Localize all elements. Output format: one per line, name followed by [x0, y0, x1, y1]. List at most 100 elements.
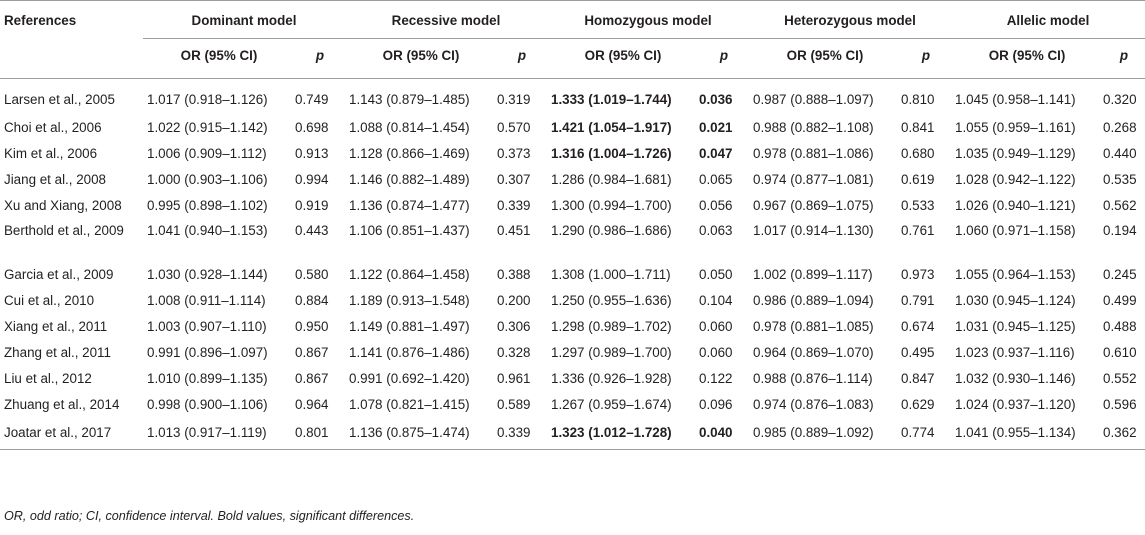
p-value-cell: 0.791	[901, 292, 935, 308]
or-ci-header: OR (95% CI)	[143, 38, 291, 79]
p-value-cell: 0.245	[1103, 266, 1137, 282]
or-ci-cell: 1.055 (0.959–1.161)	[955, 119, 1076, 135]
p-value-cell: 0.913	[295, 145, 329, 161]
or-ci-cell: 1.267 (0.959–1.674)	[551, 396, 672, 412]
reference-cell: Liu et al., 2012	[4, 370, 92, 386]
or-ci-cell: 1.106 (0.851–1.437)	[349, 222, 470, 238]
reference-cell: Kim et al., 2006	[4, 145, 98, 161]
or-ci-cell: 1.189 (0.913–1.548)	[349, 292, 470, 308]
or-ci-cell: 1.028 (0.942–1.122)	[955, 171, 1076, 187]
or-ci-cell: 1.128 (0.866–1.469)	[349, 145, 470, 161]
p-value-cell: 0.060	[699, 318, 733, 334]
or-ci-cell: 1.421 (1.054–1.917)	[551, 119, 672, 135]
or-ci-cell: 0.978 (0.881–1.086)	[753, 145, 874, 161]
reference-cell: Berthold et al., 2009	[4, 222, 124, 238]
or-ci-cell: 0.974 (0.876–1.083)	[753, 396, 874, 412]
table-row: Larsen et al., 2005 1.017 (0.918–1.126) 0.…	[0, 79, 1145, 115]
or-ci-cell: 1.017 (0.914–1.130)	[753, 222, 874, 238]
p-value-cell: 0.596	[1103, 396, 1137, 412]
reference-cell: Cui et al., 2010	[4, 292, 95, 308]
p-value-cell: 0.036	[699, 92, 733, 107]
or-ci-cell: 0.974 (0.877–1.081)	[753, 171, 874, 187]
references-header: References	[4, 13, 77, 28]
p-value-cell: 0.495	[901, 344, 935, 360]
table-row: Kim et al., 2006 1.006 (0.909–1.112) 0.913…	[0, 141, 1145, 167]
or-ci-cell: 0.988 (0.876–1.114)	[753, 370, 873, 386]
p-value-cell: 0.488	[1103, 318, 1137, 334]
reference-cell: Xu and Xiang, 2008	[4, 197, 122, 213]
model-header: Allelic model	[1006, 13, 1090, 28]
or-ci-cell: 1.078 (0.821–1.415)	[349, 396, 470, 412]
p-value-cell: 0.306	[497, 318, 531, 334]
or-ci-cell: 0.998 (0.900–1.106)	[147, 396, 268, 412]
p-value-cell: 0.339	[497, 197, 531, 213]
table-row: Joatar et al., 2017 1.013 (0.917–1.119) 0.…	[0, 418, 1145, 450]
p-value-cell: 0.096	[699, 396, 733, 412]
p-value-cell: 0.841	[901, 119, 935, 135]
p-value-cell: 0.867	[295, 344, 329, 360]
or-ci-cell: 0.978 (0.881–1.085)	[753, 318, 874, 334]
p-value-cell: 0.056	[699, 197, 733, 213]
or-ci-cell: 0.991 (0.692–1.420)	[349, 370, 470, 386]
or-ci-cell: 1.060 (0.971–1.158)	[955, 222, 1076, 238]
reference-cell: Xiang et al., 2011	[4, 318, 108, 334]
or-ci-cell: 0.967 (0.869–1.075)	[753, 197, 874, 213]
p-value-cell: 0.994	[295, 171, 329, 187]
p-value-cell: 0.268	[1103, 119, 1137, 135]
p-value-cell: 0.810	[901, 92, 935, 107]
p-value-cell: 0.021	[699, 119, 733, 135]
or-ci-cell: 0.964 (0.869–1.070)	[753, 344, 874, 360]
or-ci-cell: 1.032 (0.930–1.146)	[955, 370, 1076, 386]
table-row: Zhang et al., 2011 0.991 (0.896–1.097) 0.8…	[0, 340, 1145, 366]
p-value-header: p	[1099, 38, 1145, 79]
or-ci-cell: 0.987 (0.888–1.097)	[753, 92, 874, 107]
or-ci-cell: 1.002 (0.899–1.117)	[753, 266, 873, 282]
table-header: References Dominant model Recessive model…	[0, 0, 1145, 79]
table-footnote: OR, odd ratio; CI, confidence interval. …	[4, 509, 415, 523]
p-value-cell: 0.552	[1103, 370, 1137, 386]
table-row: Xiang et al., 2011 1.003 (0.907–1.110) 0.9…	[0, 314, 1145, 340]
or-ci-cell: 0.988 (0.882–1.108)	[753, 119, 874, 135]
p-value-cell: 0.533	[901, 197, 935, 213]
p-value-cell: 0.194	[1103, 222, 1137, 238]
or-ci-cell: 1.023 (0.937–1.116)	[955, 344, 1075, 360]
or-ci-cell: 1.041 (0.940–1.153)	[147, 222, 268, 238]
or-ci-cell: 1.298 (0.989–1.702)	[551, 318, 672, 334]
or-ci-cell: 1.035 (0.949–1.129)	[955, 145, 1076, 161]
p-value-cell: 0.961	[497, 370, 531, 386]
or-ci-cell: 1.323 (1.012–1.728)	[551, 424, 672, 440]
p-value-cell: 0.122	[699, 370, 733, 386]
references-header-spacer	[0, 39, 143, 79]
p-value-cell: 0.063	[699, 222, 733, 238]
or-ci-cell: 1.286 (0.984–1.681)	[551, 171, 672, 187]
or-ci-cell: 1.045 (0.958–1.141)	[955, 92, 1076, 107]
reference-cell: Zhuang et al., 2014	[4, 396, 120, 412]
p-value-cell: 0.339	[497, 424, 531, 440]
table-body: Larsen et al., 2005 1.017 (0.918–1.126) 0.…	[0, 79, 1145, 450]
results-table: References Dominant model Recessive model…	[0, 0, 1145, 450]
or-ci-cell: 0.991 (0.896–1.097)	[147, 344, 268, 360]
table-row: Liu et al., 2012 1.010 (0.899–1.135) 0.867…	[0, 366, 1145, 392]
p-value-cell: 0.680	[901, 145, 935, 161]
p-value-cell: 0.674	[901, 318, 935, 334]
p-value-cell: 0.619	[901, 171, 935, 187]
p-value-cell: 0.040	[699, 424, 733, 440]
or-ci-cell: 1.006 (0.909–1.112)	[147, 145, 267, 161]
or-ci-cell: 1.010 (0.899–1.135)	[147, 370, 268, 386]
table-row: Cui et al., 2010 1.008 (0.911–1.114) 0.884…	[0, 288, 1145, 314]
table-row: Xu and Xiang, 2008 0.995 (0.898–1.102) 0.9…	[0, 193, 1145, 219]
table-row: Garcia et al., 2009 1.030 (0.928–1.144) 0.…	[0, 262, 1145, 288]
or-ci-cell: 1.024 (0.937–1.120)	[955, 396, 1076, 412]
p-value-cell: 0.328	[497, 344, 531, 360]
or-ci-cell: 1.333 (1.019–1.744)	[551, 92, 672, 107]
or-ci-header: OR (95% CI)	[749, 38, 897, 79]
reference-cell: Zhang et al., 2011	[4, 344, 111, 360]
or-ci-cell: 0.985 (0.889–1.092)	[753, 424, 874, 440]
p-value-cell: 0.570	[497, 119, 531, 135]
or-ci-cell: 1.336 (0.926–1.928)	[551, 370, 672, 386]
or-ci-cell: 1.022 (0.915–1.142)	[147, 119, 268, 135]
or-ci-cell: 1.030 (0.928–1.144)	[147, 266, 268, 282]
p-value-cell: 0.362	[1103, 424, 1137, 440]
or-ci-cell: 1.008 (0.911–1.114)	[147, 292, 266, 308]
